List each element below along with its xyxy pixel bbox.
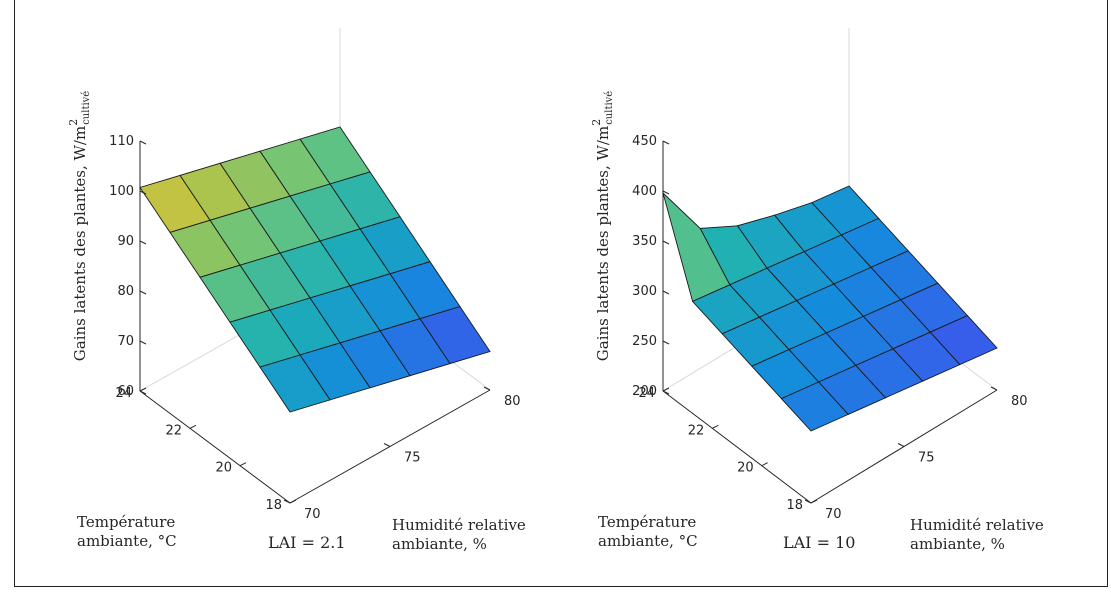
z-tick-mark	[662, 240, 670, 245]
x-tick-mark	[189, 424, 197, 429]
x-tick-label: 22	[688, 423, 705, 438]
y-tick-mark	[283, 499, 291, 504]
surface-patch	[780, 381, 849, 432]
z-tick-mark	[662, 140, 670, 145]
z-tick-mark	[662, 290, 670, 295]
z-tick-label: 80	[117, 284, 134, 299]
z-axis-label-superscript: 2	[67, 119, 80, 126]
x-axis-label-line: Température	[598, 513, 696, 531]
x-axis-label-line: ambiante, °C	[77, 532, 177, 550]
z-axis-label-main: Gains latents des plantes, W/m	[594, 126, 612, 361]
x-tick-mark	[810, 499, 818, 504]
z-tick-label: 300	[632, 284, 657, 299]
z-tick-mark	[139, 190, 147, 195]
y-axis-label: Humidité relative ambiante, %	[910, 516, 1044, 553]
y-tick-mark	[990, 386, 998, 391]
z-tick-label: 400	[632, 184, 657, 199]
z-tick-label: 350	[632, 234, 657, 249]
x-tick-mark	[761, 462, 768, 467]
z-tick-mark	[139, 140, 147, 145]
surface-chart-right: 18 20 22 24 70 75 80 200 250 300 350 400 450 Gains la…	[590, 28, 1044, 553]
z-axis-label-main: Gains latents des plantes, W/m	[71, 126, 89, 361]
z-tick-mark	[139, 240, 147, 245]
z-tick-mark	[662, 190, 670, 195]
z-tick-label: 100	[109, 184, 134, 199]
figure-frame	[14, 0, 1108, 587]
x-tick-mark	[662, 387, 670, 392]
x-tick-label: 22	[165, 423, 182, 438]
y-axis-label: Humidité relative ambiante, %	[392, 516, 526, 553]
z-tick-mark	[139, 390, 147, 395]
ticks: 18 20 22 24 70 75 80 60 70 80 90 100 110	[109, 134, 520, 522]
ticks: 18 20 22 24 70 75 80 200 250 300 350 400 450	[632, 134, 1027, 522]
y-axis-label-line: Humidité relative	[910, 516, 1044, 534]
surface-patches	[662, 185, 998, 432]
lai-annotation: LAI = 10	[783, 533, 855, 552]
surface-patches	[139, 126, 491, 413]
x-tick-label: 24	[638, 386, 655, 401]
y-tick-label: 80	[504, 394, 521, 409]
z-tick-mark	[139, 340, 147, 345]
x-axis-line	[139, 390, 291, 504]
y-tick-label: 70	[304, 507, 321, 522]
surface-chart-left: 18 20 22 24 70 75 80 60 70 80 90 100 110 Gains latent…	[67, 28, 526, 553]
x-axis-line	[662, 390, 812, 504]
surface-patch	[259, 354, 331, 413]
z-tick-mark	[139, 290, 147, 295]
z-tick-label: 200	[632, 384, 657, 399]
y-tick-mark	[383, 443, 391, 447]
z-tick-label: 450	[632, 134, 657, 149]
z-tick-label: 60	[117, 384, 134, 399]
y-tick-mark	[483, 386, 491, 391]
z-axis-label: Gains latents des plantes, W/m2cultivé	[590, 91, 615, 362]
y-tick-label: 75	[918, 451, 935, 466]
y-axis-label-line: Humidité relative	[392, 516, 526, 534]
z-axis-label: Gains latents des plantes, W/m2cultivé	[67, 91, 92, 362]
y-tick-mark	[804, 499, 812, 504]
z-tick-label: 250	[632, 334, 657, 349]
lai-annotation: LAI = 2.1	[268, 533, 346, 552]
x-tick-label: 20	[737, 461, 754, 476]
y-tick-label: 75	[404, 451, 421, 466]
z-tick-label: 90	[117, 234, 134, 249]
x-tick-label: 18	[786, 498, 803, 513]
x-axis-label-line: Température	[77, 513, 175, 531]
x-axis-label-line: ambiante, °C	[598, 532, 698, 550]
z-tick-mark	[662, 390, 670, 395]
x-tick-mark	[712, 424, 719, 429]
y-tick-label: 70	[825, 507, 842, 522]
y-axis-label-line: ambiante, %	[392, 535, 487, 553]
z-tick-label: 110	[109, 134, 134, 149]
x-tick-mark	[289, 499, 297, 504]
y-tick-mark	[897, 443, 905, 447]
y-axis-label-line: ambiante, %	[910, 535, 1005, 553]
x-axis-label: Température ambiante, °C	[598, 513, 698, 550]
y-tick-label: 80	[1011, 394, 1028, 409]
x-tick-mark	[239, 462, 247, 467]
x-tick-mark	[139, 387, 147, 392]
x-axis-label: Température ambiante, °C	[77, 513, 177, 550]
x-tick-label: 24	[115, 386, 132, 401]
z-axis-label-superscript: 2	[590, 119, 603, 126]
x-tick-label: 20	[215, 461, 232, 476]
z-axis-label-subscript: cultivé	[81, 91, 92, 125]
x-tick-label: 18	[265, 498, 282, 513]
z-tick-mark	[662, 340, 670, 345]
z-axis-label-subscript: cultivé	[604, 91, 615, 125]
z-tick-label: 70	[117, 334, 134, 349]
